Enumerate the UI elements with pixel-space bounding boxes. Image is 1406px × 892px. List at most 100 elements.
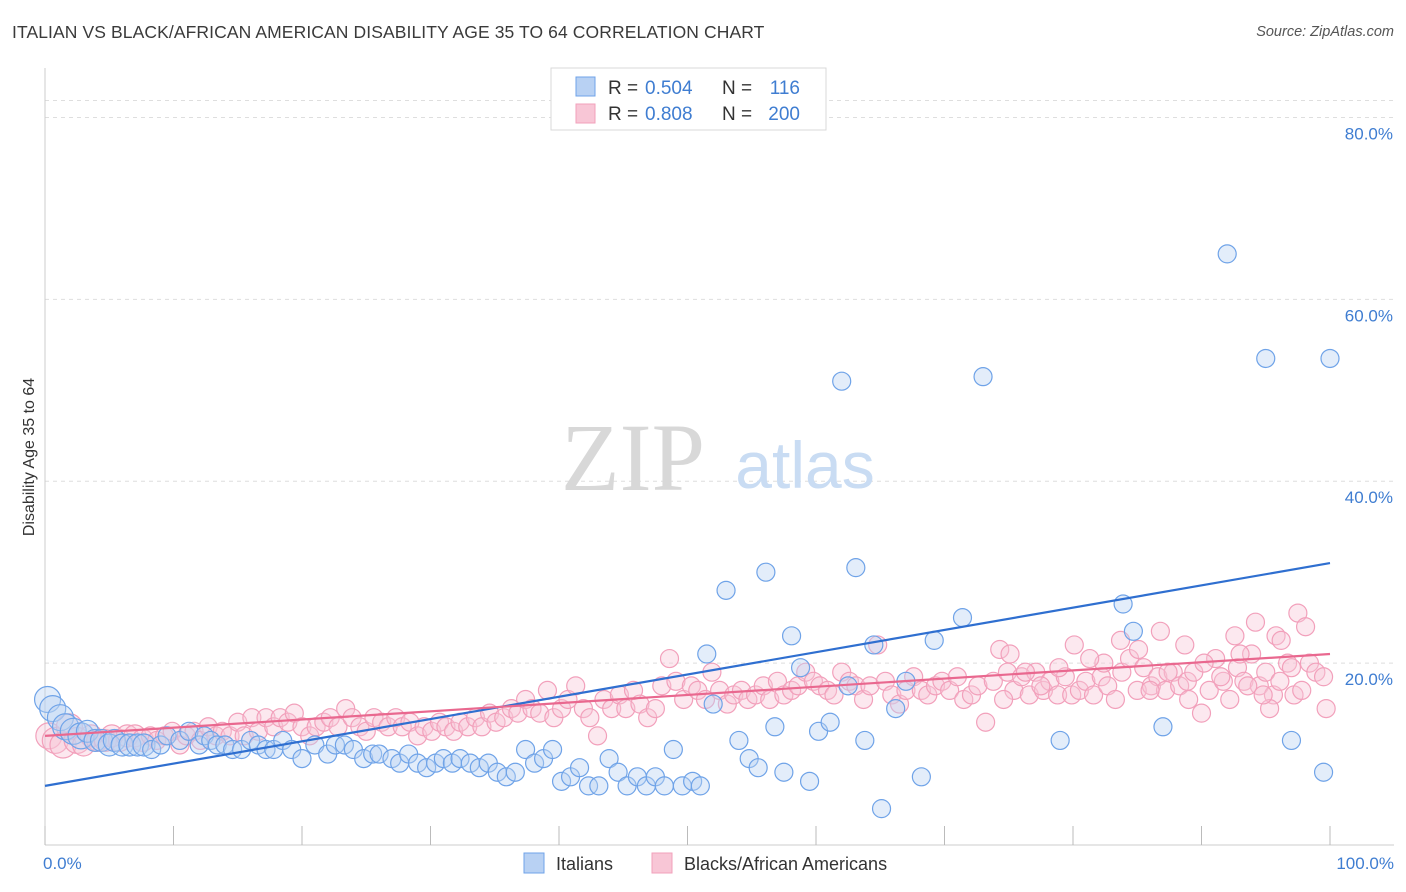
- y-tick-label: 80.0%: [1345, 124, 1393, 143]
- legend-r-value-1: 0.808: [645, 104, 693, 125]
- italians-point: [542, 739, 563, 760]
- italians-point: [716, 580, 736, 600]
- italians-point: [911, 767, 931, 787]
- italians-point: [1217, 244, 1237, 264]
- legend-top: R = 0.504 N = 116 R = 0.808 N = 200: [550, 67, 827, 131]
- italians-point: [1281, 730, 1302, 751]
- blacks-point: [645, 698, 665, 719]
- blacks-point: [1206, 648, 1226, 669]
- italians-trend-line: [44, 561, 1331, 787]
- blacks-point: [1211, 667, 1231, 687]
- italians-point: [952, 608, 973, 628]
- italians-point: [1256, 348, 1276, 369]
- italians-point: [505, 762, 525, 782]
- blacks-point: [1256, 662, 1276, 682]
- bottom-legend-label-italians: Italians: [556, 854, 613, 874]
- blacks-point: [659, 648, 680, 669]
- legend-r-label-1: R =: [608, 104, 638, 125]
- italians-point: [1313, 762, 1334, 782]
- y-tick-label: 60.0%: [1345, 306, 1393, 325]
- watermark-zip: ZIP: [561, 404, 705, 511]
- legend-n-label-0: N =: [722, 78, 752, 99]
- watermark-atlas: atlas: [735, 428, 874, 502]
- italians-point: [433, 749, 453, 769]
- italians-point: [354, 749, 374, 769]
- y-tick-labels: 20.0% 40.0% 60.0% 80.0%: [1345, 124, 1393, 689]
- chart-source: Source: ZipAtlas.com: [1256, 24, 1394, 40]
- legend-swatch-blacks: [575, 103, 596, 124]
- italians-point: [292, 749, 312, 769]
- italians-point: [799, 771, 820, 791]
- blacks-point: [1295, 617, 1316, 637]
- blacks-point: [587, 726, 608, 746]
- italians-point: [417, 758, 437, 778]
- italians-point: [569, 758, 590, 778]
- italians-point: [756, 562, 776, 582]
- italians-point: [142, 739, 162, 760]
- blacks-point: [1175, 635, 1195, 655]
- italians-point: [663, 739, 683, 760]
- blacks-point: [652, 676, 672, 696]
- blacks-point: [1281, 658, 1302, 678]
- x-tick-labels: 0.0% 100.0%: [43, 854, 1394, 873]
- legend-n-value-1: 200: [768, 104, 800, 125]
- blacks-point: [976, 712, 996, 732]
- italians-point: [496, 767, 516, 787]
- italians-point: [886, 698, 906, 719]
- legend-top-box: [550, 67, 827, 131]
- x-tick-label-max: 100.0%: [1336, 854, 1394, 873]
- watermark: ZIP atlas: [561, 404, 875, 511]
- italians-point: [469, 758, 489, 778]
- blacks-point: [1316, 698, 1336, 719]
- italians-point: [729, 730, 749, 751]
- legend-swatch-italians: [575, 76, 596, 97]
- axes: [44, 68, 1394, 846]
- blacks-point: [1047, 685, 1068, 705]
- italians-point: [1123, 621, 1143, 641]
- italians-point: [578, 776, 599, 796]
- italians-point: [207, 735, 227, 755]
- blacks-point: [1158, 662, 1178, 682]
- legend-r-value-0: 0.504: [645, 78, 693, 99]
- trend-lines: [44, 561, 1331, 787]
- blacks-point: [1105, 689, 1126, 710]
- italians-point: [369, 744, 389, 764]
- italians-point: [515, 739, 536, 760]
- italians-point: [871, 799, 892, 819]
- y-axis-label: Disability Age 35 to 64: [21, 378, 38, 536]
- y-tick-label: 20.0%: [1345, 670, 1393, 689]
- italians-point: [450, 749, 470, 769]
- blacks-point: [1083, 685, 1104, 705]
- italians-point: [748, 758, 768, 778]
- italians-point: [102, 728, 126, 753]
- blacks-point: [1049, 658, 1069, 678]
- blacks-point: [994, 689, 1014, 710]
- italians-point: [608, 762, 628, 782]
- legend-bottom: Italians Blacks/African Americans: [523, 852, 887, 874]
- legend-r-label-0: R =: [608, 78, 638, 99]
- italians-point: [599, 749, 619, 769]
- blacks-point: [1292, 680, 1312, 701]
- blacks-point: [1245, 612, 1266, 632]
- blacks-point: [1179, 689, 1199, 710]
- blacks-point: [1140, 680, 1160, 701]
- bottom-legend-swatch-italians: [523, 852, 545, 874]
- blacks-point: [1271, 630, 1291, 650]
- italians-point: [855, 730, 875, 751]
- series-italians-points: [33, 244, 1340, 819]
- italians-point: [781, 626, 802, 646]
- blacks-point: [1253, 685, 1273, 705]
- legend-n-label-1: N =: [722, 104, 752, 125]
- blacks-point: [1199, 680, 1219, 701]
- italians-point: [589, 776, 609, 796]
- italians-point: [790, 658, 811, 678]
- italians-point: [1153, 717, 1173, 737]
- legend-n-value-0: 116: [770, 78, 800, 99]
- y-tick-label: 40.0%: [1345, 488, 1393, 507]
- blacks-point: [1080, 648, 1100, 669]
- italians-point: [832, 371, 852, 391]
- italians-point: [1050, 730, 1070, 751]
- blacks-point: [1270, 671, 1290, 691]
- italians-point: [59, 717, 87, 745]
- italians-point: [363, 744, 383, 764]
